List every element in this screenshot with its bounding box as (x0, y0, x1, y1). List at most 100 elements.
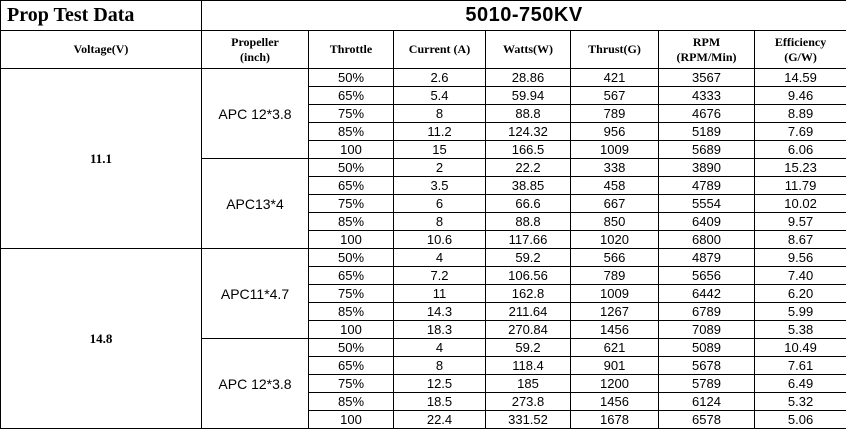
header-propeller-line1: Propeller (231, 34, 279, 49)
rpm-cell: 5678 (658, 356, 755, 375)
header-rpm-line2: (RPM/Min) (676, 49, 737, 64)
header-propeller: Propeller (inch) (201, 30, 309, 69)
thrust-cell: 1456 (570, 320, 659, 339)
table-row: APC 12*3.8 50% 4 59.2 621 5089 10.49 (1, 338, 846, 429)
header-watts: Watts(W) (485, 30, 571, 69)
throttle-cell: 65% (308, 86, 394, 105)
thrust-cell: 621 (570, 338, 659, 357)
voltage-cell: 11.1 (0, 68, 202, 249)
header-row: Voltage(V) Propeller (inch) Throttle Cur… (0, 30, 846, 69)
efficiency-cell: 14.59 (753, 68, 846, 87)
table-row: APC13*4 50% 2 22.2 338 3890 15.23 (1, 158, 846, 249)
watts-cell: 59.94 (485, 86, 571, 105)
watts-cell: 28.86 (485, 68, 571, 87)
table-row: 11.1 APC 12*3.8 50% 2.6 28.86 421 3567 14.59 (0, 68, 846, 249)
current-cell: 8 (393, 356, 486, 375)
throttle-cell: 85% (308, 392, 394, 411)
table-row: 100 22.4 331.52 1678 6578 5.06 (1, 410, 846, 429)
watts-cell: 162.8 (485, 284, 571, 303)
current-cell: 10.6 (393, 230, 486, 249)
table-row: 75% 12.5 185 1200 5789 6.49 (1, 374, 846, 393)
rpm-cell: 6442 (658, 284, 755, 303)
throttle-cell: 65% (308, 356, 394, 375)
current-cell: 15 (393, 140, 486, 159)
throttle-cell: 65% (308, 176, 394, 195)
table-row: 85% 18.5 273.8 1456 6124 5.32 (1, 392, 846, 411)
header-rpm-line1: RPM (692, 34, 721, 49)
throttle-cell: 75% (308, 104, 394, 123)
thrust-cell: 566 (570, 248, 659, 267)
watts-cell: 59.2 (485, 248, 571, 267)
current-cell: 6 (393, 194, 486, 213)
throttle-cell: 50% (308, 158, 394, 177)
watts-cell: 106.56 (485, 266, 571, 285)
rpm-cell: 7089 (658, 320, 755, 339)
throttle-cell: 75% (308, 194, 394, 213)
rpm-cell: 5689 (658, 140, 755, 159)
thrust-cell: 789 (570, 266, 659, 285)
current-cell: 2 (393, 158, 486, 177)
current-cell: 14.3 (393, 302, 486, 321)
current-cell: 5.4 (393, 86, 486, 105)
rpm-cell: 6124 (658, 392, 755, 411)
efficiency-cell: 8.67 (753, 230, 846, 249)
efficiency-cell: 9.57 (753, 212, 846, 231)
throttle-cell: 100 (308, 230, 394, 249)
throttle-cell: 65% (308, 266, 394, 285)
current-cell: 4 (393, 248, 486, 267)
propeller-cell: APC13*4 (201, 158, 309, 249)
header-voltage: Voltage(V) (0, 30, 202, 69)
thrust-cell: 421 (570, 68, 659, 87)
current-cell: 8 (393, 212, 486, 231)
title-row: Prop Test Data 5010-750KV (0, 0, 846, 31)
current-cell: 3.5 (393, 176, 486, 195)
efficiency-cell: 10.02 (753, 194, 846, 213)
throttle-cell: 50% (308, 338, 394, 357)
header-propeller-line2: (inch) (240, 49, 270, 64)
rpm-cell: 5089 (658, 338, 755, 357)
current-cell: 7.2 (393, 266, 486, 285)
table-row: 85% 8 88.8 850 6409 9.57 (1, 212, 846, 231)
efficiency-cell: 9.56 (753, 248, 846, 267)
motor-model-title: 5010-750KV (200, 0, 846, 31)
watts-cell: 273.8 (485, 392, 571, 411)
thrust-cell: 1020 (570, 230, 659, 249)
table-row: 65% 7.2 106.56 789 5656 7.40 (1, 266, 846, 285)
rpm-cell: 6578 (658, 410, 755, 429)
efficiency-cell: 5.99 (753, 302, 846, 321)
current-cell: 22.4 (393, 410, 486, 429)
watts-cell: 185 (485, 374, 571, 393)
rpm-cell: 6789 (658, 302, 755, 321)
rpm-cell: 6409 (658, 212, 755, 231)
efficiency-cell: 5.38 (753, 320, 846, 339)
efficiency-cell: 7.69 (753, 122, 846, 141)
efficiency-cell: 7.40 (753, 266, 846, 285)
table-row: 85% 14.3 211.64 1267 6789 5.99 (1, 302, 846, 321)
throttle-cell: 100 (308, 410, 394, 429)
watts-cell: 331.52 (485, 410, 571, 429)
efficiency-cell: 7.61 (753, 356, 846, 375)
rpm-cell: 5656 (658, 266, 755, 285)
thrust-cell: 1009 (570, 140, 659, 159)
throttle-cell: 50% (308, 248, 394, 267)
table-title: Prop Test Data (0, 0, 202, 31)
throttle-cell: 100 (308, 320, 394, 339)
prop-test-table: Prop Test Data 5010-750KV Voltage(V) Pro… (0, 0, 846, 429)
rpm-cell: 4333 (658, 86, 755, 105)
throttle-cell: 75% (308, 284, 394, 303)
watts-cell: 117.66 (485, 230, 571, 249)
watts-cell: 211.64 (485, 302, 571, 321)
current-cell: 18.5 (393, 392, 486, 411)
throttle-cell: 50% (308, 68, 394, 87)
efficiency-cell: 6.49 (753, 374, 846, 393)
watts-cell: 38.85 (485, 176, 571, 195)
throttle-cell: 75% (308, 374, 394, 393)
header-efficiency-line2: (G/W) (784, 49, 817, 64)
efficiency-cell: 6.20 (753, 284, 846, 303)
thrust-cell: 1678 (570, 410, 659, 429)
propeller-cell: APC 12*3.8 (201, 338, 309, 429)
efficiency-cell: 5.32 (753, 392, 846, 411)
thrust-cell: 956 (570, 122, 659, 141)
thrust-cell: 1200 (570, 374, 659, 393)
